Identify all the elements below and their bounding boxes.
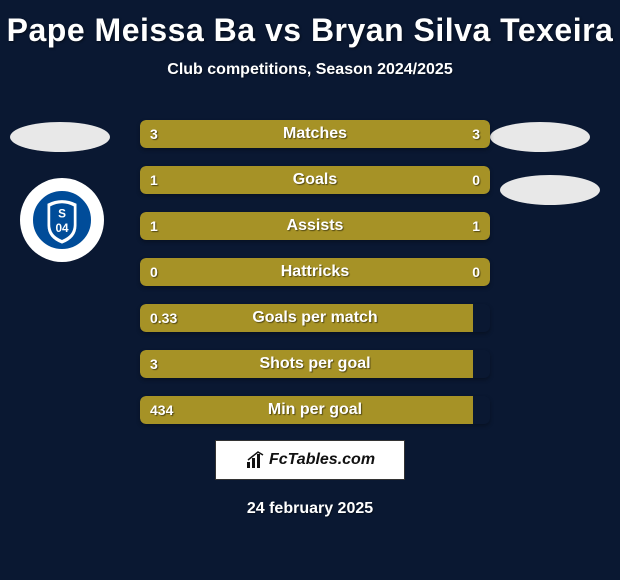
subtitle: Club competitions, Season 2024/2025 — [0, 61, 620, 79]
watermark-text: FcTables.com — [269, 451, 375, 469]
date: 24 february 2025 — [0, 500, 620, 518]
stat-label: Shots per goal — [140, 350, 490, 378]
stat-value-right: 1 — [472, 212, 480, 240]
stat-label: Assists — [140, 212, 490, 240]
stat-value-left: 0 — [150, 258, 158, 286]
stat-label: Matches — [140, 120, 490, 148]
stat-value-right: 3 — [472, 120, 480, 148]
stat-value-left: 1 — [150, 212, 158, 240]
stat-value-left: 0.33 — [150, 304, 177, 332]
svg-text:04: 04 — [55, 222, 69, 235]
stat-row: Goals per match0.33 — [140, 304, 490, 332]
svg-text:S: S — [58, 207, 66, 220]
club-logo-left: S 04 — [20, 178, 104, 262]
player-badge-right-mid — [500, 175, 600, 205]
stat-row: Shots per goal3 — [140, 350, 490, 378]
stat-value-right: 0 — [472, 166, 480, 194]
stat-value-left: 3 — [150, 350, 158, 378]
stat-row: Min per goal434 — [140, 396, 490, 424]
stat-value-right: 0 — [472, 258, 480, 286]
stat-value-left: 1 — [150, 166, 158, 194]
stat-value-left: 3 — [150, 120, 158, 148]
stat-label: Goals — [140, 166, 490, 194]
watermark: FcTables.com — [215, 440, 405, 480]
stat-label: Goals per match — [140, 304, 490, 332]
stat-row: Matches3 3 — [140, 120, 490, 148]
stat-row: Goals1 0 — [140, 166, 490, 194]
stat-value-left: 434 — [150, 396, 173, 424]
page-title: Pape Meissa Ba vs Bryan Silva Texeira — [0, 0, 620, 49]
stat-label: Hattricks — [140, 258, 490, 286]
stat-label: Min per goal — [140, 396, 490, 424]
comparison-chart: Matches33Goals10Assists11Hattricks00Goal… — [140, 120, 490, 442]
chart-icon — [245, 450, 265, 470]
stat-row: Hattricks0 0 — [140, 258, 490, 286]
schalke-04-icon: S 04 — [30, 188, 94, 252]
player-badge-left-top — [10, 122, 110, 152]
stat-row: Assists1 1 — [140, 212, 490, 240]
player-badge-right-top — [490, 122, 590, 152]
